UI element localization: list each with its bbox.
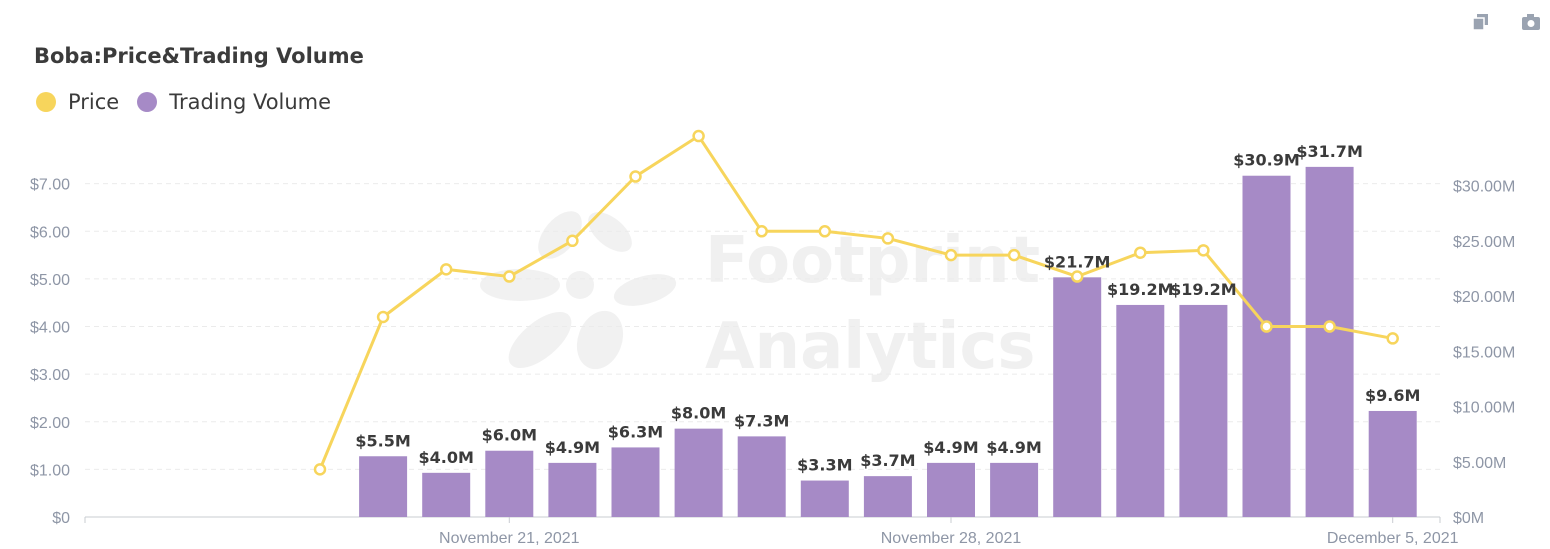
volume-bar: [1305, 166, 1354, 517]
legend-item-volume[interactable]: Trading Volume: [137, 90, 331, 114]
chart-legend: Price Trading Volume: [36, 90, 349, 114]
bar-labels: $5.5M $4.0M $6.0M $4.9M $6.3M $8.0M $7.3M $3.3M…: [355, 142, 1420, 475]
price-point: [1007, 248, 1021, 262]
price-point: [818, 225, 832, 238]
watermark-logo-icon: [480, 211, 677, 370]
bar-value-label: $5.5M: [355, 431, 410, 450]
volume-bar: [990, 462, 1039, 517]
volume-bar: [927, 462, 975, 517]
bar-value-label: $6.0M: [482, 426, 537, 445]
volume-bar: [737, 436, 786, 517]
y-right-tick-label: $5.00M: [1453, 455, 1506, 472]
x-tick-label: November 28, 2021: [881, 530, 1022, 547]
volume-bar: [1368, 410, 1417, 517]
y-right-tick-label: $10.00M: [1453, 400, 1515, 417]
y-left-tick-label: $0: [52, 510, 70, 527]
y-left-tick-label: $2.00: [30, 415, 70, 432]
volume-bar: [485, 450, 534, 517]
price-point: [944, 248, 958, 262]
price-point: [1070, 270, 1084, 283]
axes: $0 $1.00 $2.00 $3.00 $4.00 $5.00 $6.00 $7.00 $0M…: [30, 177, 1515, 547]
y-right-tick-label: $25.00M: [1453, 234, 1515, 251]
y-left-tick-label: $6.00: [30, 224, 70, 241]
bar-value-label: $19.2M: [1170, 280, 1237, 299]
legend-label-volume: Trading Volume: [169, 90, 332, 114]
price-point: [629, 170, 642, 183]
price-point: [692, 129, 705, 143]
y-left-tick-label: $4.00: [30, 320, 70, 337]
x-tick-label: December 5, 2021: [1327, 530, 1459, 547]
bar-value-label: $8.0M: [671, 404, 726, 423]
watermark-line2: Analytics: [705, 310, 1036, 384]
bar-value-label: $6.3M: [608, 422, 663, 441]
price-point: [1260, 320, 1273, 333]
volume-bar: [1242, 175, 1291, 517]
price-point: [1197, 244, 1210, 257]
volume-bar: [674, 428, 723, 517]
bar-value-label: $30.9M: [1233, 151, 1300, 170]
bar-value-label: $4.0M: [418, 448, 473, 467]
legend-dot-price: [36, 92, 56, 112]
legend-dot-volume: [137, 92, 158, 112]
volume-bar: [1053, 277, 1102, 517]
volume-bar: [1179, 304, 1228, 517]
price-point: [881, 232, 895, 245]
bar-value-label: $4.9M: [986, 438, 1041, 457]
chart-title: Boba:Price&Trading Volume: [34, 44, 364, 68]
volume-bar: [422, 472, 471, 517]
camera-icon[interactable]: [1520, 12, 1540, 32]
bar-value-label: $21.7M: [1044, 252, 1111, 271]
volume-bars: [359, 166, 1417, 517]
volume-bar: [359, 456, 408, 517]
bar-value-label: $7.3M: [734, 411, 789, 430]
y-left-tick-label: $3.00: [30, 367, 70, 384]
volume-bar: [548, 462, 597, 517]
bar-value-label: $19.2M: [1107, 280, 1174, 299]
y-right-tick-label: $20.00M: [1453, 289, 1515, 306]
price-point: [566, 234, 579, 248]
bar-value-label: $4.9M: [545, 438, 600, 457]
legend-label-price: Price: [68, 90, 120, 114]
y-right-tick-label: $30.00M: [1453, 179, 1515, 196]
price-line: [313, 129, 1399, 476]
y-left-tick-label: $1.00: [30, 462, 70, 479]
volume-bar: [1116, 304, 1165, 517]
volume-bar: [863, 476, 912, 517]
legend-item-price[interactable]: Price: [36, 90, 119, 114]
watermark-line1: Footprint: [705, 224, 1040, 298]
price-point: [376, 310, 390, 324]
bar-value-label: $9.6M: [1365, 386, 1420, 405]
price-point: [1323, 320, 1336, 333]
y-right-tick-label: $0M: [1453, 510, 1484, 527]
volume-bar: [800, 480, 849, 517]
price-point: [1386, 332, 1399, 345]
copy-icon[interactable]: [1471, 12, 1491, 32]
price-point: [755, 225, 768, 238]
bar-value-label: $3.7M: [860, 451, 915, 470]
price-point: [503, 270, 516, 283]
bar-value-label: $31.7M: [1296, 142, 1363, 161]
price-point: [313, 463, 327, 476]
price-point: [1134, 246, 1147, 259]
price-line-path: [318, 134, 1393, 470]
volume-bar: [611, 447, 660, 517]
price-point: [439, 263, 453, 276]
bar-value-label: $4.9M: [923, 438, 978, 457]
y-left-tick-label: $5.00: [30, 272, 70, 289]
y-left-tick-label: $7.00: [30, 177, 70, 194]
bar-value-label: $3.3M: [797, 456, 852, 475]
y-right-tick-label: $15.00M: [1453, 344, 1515, 361]
x-tick-label: November 21, 2021: [439, 530, 580, 547]
